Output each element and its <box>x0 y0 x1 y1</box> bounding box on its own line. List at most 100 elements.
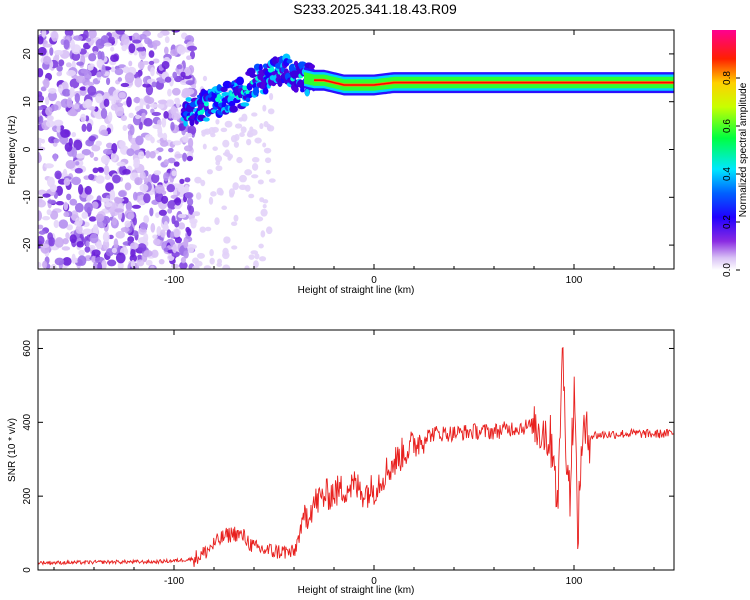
noise-speckle <box>158 209 167 216</box>
noise-speckle <box>88 173 95 181</box>
noise-speckle <box>250 250 259 255</box>
noise-speckle <box>208 196 214 205</box>
noise-speckle <box>167 208 173 214</box>
noise-speckle <box>102 148 113 155</box>
noise-speckle <box>163 220 169 231</box>
noise-speckle <box>222 139 230 148</box>
ridge-blob <box>222 80 232 89</box>
noise-speckle <box>186 55 192 60</box>
noise-speckle <box>180 256 186 264</box>
noise-speckle <box>171 263 180 269</box>
noise-speckle <box>239 132 245 138</box>
noise-speckle <box>214 217 220 226</box>
noise-speckle <box>183 238 189 249</box>
ridge-blob <box>189 118 195 127</box>
noise-speckle <box>86 122 93 133</box>
noise-speckle <box>148 50 155 58</box>
noise-speckle <box>155 212 160 218</box>
noise-speckle <box>128 60 133 67</box>
noise-speckle <box>196 252 205 259</box>
y-tick-label: 200 <box>22 487 33 504</box>
noise-speckle <box>63 178 71 186</box>
noise-speckle <box>152 234 158 239</box>
noise-speckle <box>38 35 44 45</box>
noise-speckle <box>194 260 203 267</box>
noise-speckle <box>38 94 45 103</box>
noise-speckle <box>105 142 114 149</box>
noise-speckle <box>220 127 228 133</box>
noise-speckle <box>186 197 194 206</box>
noise-speckle <box>138 48 147 60</box>
noise-speckle <box>262 142 267 148</box>
noise-speckle <box>124 220 131 228</box>
noise-speckle <box>74 202 84 213</box>
noise-speckle <box>38 114 44 125</box>
ridge-blob <box>203 117 210 122</box>
noise-speckle <box>65 232 70 240</box>
noise-speckle <box>110 54 119 63</box>
noise-speckle <box>42 215 51 221</box>
noise-speckle <box>218 189 224 196</box>
noise-speckle <box>43 43 53 48</box>
noise-speckle <box>143 117 153 127</box>
noise-speckle <box>55 201 65 206</box>
noise-speckle <box>100 108 108 119</box>
noise-speckle <box>92 167 99 174</box>
ridge-blob <box>308 64 316 69</box>
noise-speckle <box>62 237 69 245</box>
noise-speckle <box>54 237 64 248</box>
ridge-blob <box>249 73 257 78</box>
noise-speckle <box>184 191 194 199</box>
noise-speckle <box>151 81 157 88</box>
noise-speckle <box>203 265 212 269</box>
noise-speckle <box>66 70 77 77</box>
noise-speckle <box>139 222 148 230</box>
noise-speckle <box>238 184 247 191</box>
noise-speckle <box>179 178 185 185</box>
noise-speckle <box>97 50 103 61</box>
colorbar-label: Normalized spectral amplitude <box>738 82 749 217</box>
noise-speckle <box>54 170 62 180</box>
noise-speckle <box>80 113 87 123</box>
noise-speckle <box>141 112 146 119</box>
y-tick-label: 400 <box>22 414 33 431</box>
noise-speckle <box>132 39 142 44</box>
snr-line <box>38 347 674 567</box>
noise-speckle <box>172 243 177 254</box>
noise-speckle <box>172 140 182 146</box>
noise-speckle <box>41 30 47 38</box>
noise-speckle <box>149 103 159 108</box>
noise-speckle <box>75 153 86 159</box>
noise-speckle <box>101 259 107 269</box>
noise-speckle <box>87 85 97 96</box>
colorbar-tick-label: 0.8 <box>722 71 733 85</box>
ridge-blob <box>235 76 245 86</box>
x-tick-label: 100 <box>566 275 583 286</box>
noise-speckle <box>38 235 45 246</box>
noise-speckle <box>98 167 105 173</box>
y-tick-label: 20 <box>22 48 33 60</box>
noise-speckle <box>85 240 90 247</box>
noise-speckle <box>50 210 59 220</box>
noise-speckle <box>185 226 191 233</box>
noise-speckle <box>43 78 50 89</box>
noise-speckle <box>239 174 247 183</box>
noise-speckle <box>102 91 111 103</box>
noise-speckle <box>137 243 147 252</box>
snr-frame <box>37 329 675 571</box>
noise-speckle <box>66 224 74 231</box>
noise-speckle <box>248 193 255 199</box>
noise-speckle <box>69 234 77 244</box>
noise-speckle <box>60 129 70 138</box>
noise-speckle <box>157 131 164 138</box>
noise-speckle <box>260 208 268 217</box>
noise-speckle <box>120 226 130 233</box>
noise-speckle <box>46 209 52 216</box>
noise-speckle <box>38 210 43 222</box>
noise-speckle <box>124 182 132 191</box>
noise-speckle <box>70 39 76 51</box>
noise-speckle <box>143 232 149 243</box>
noise-speckle <box>143 176 149 185</box>
noise-speckle <box>135 135 144 146</box>
noise-speckle <box>257 179 264 185</box>
